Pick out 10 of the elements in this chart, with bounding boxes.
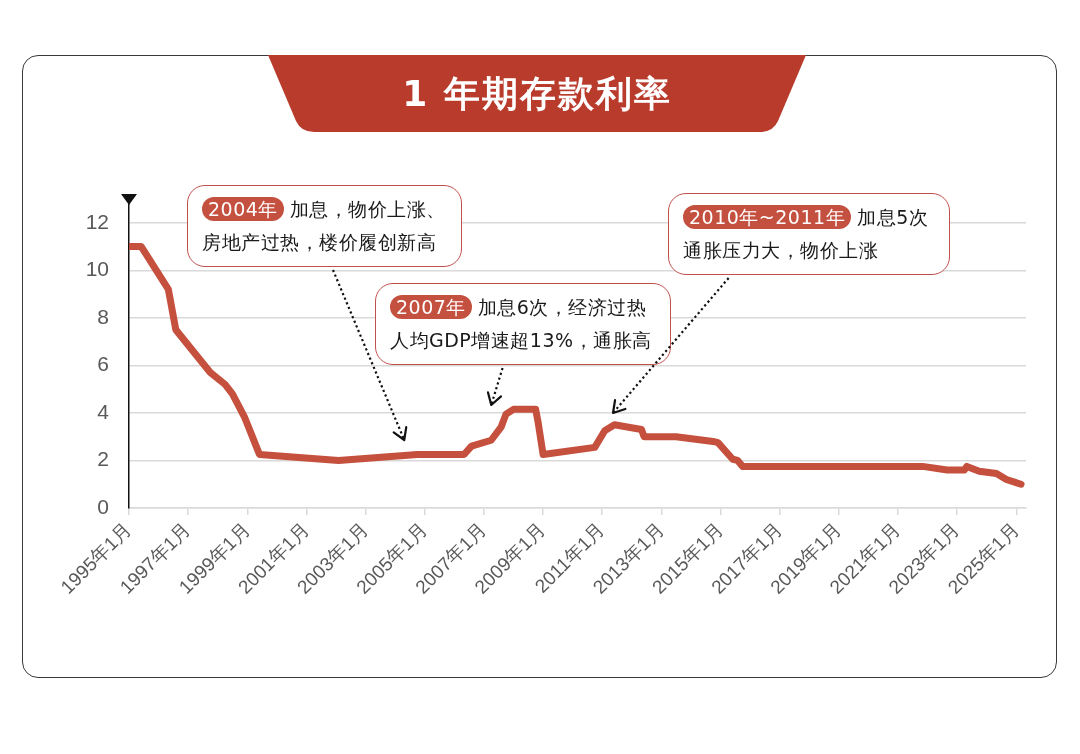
annotation: 2004年 加息，物价上涨、房地产过热，楼价履创新高: [202, 197, 447, 255]
y-tick-label: 6: [97, 352, 109, 376]
y-tick-label: 4: [97, 399, 110, 423]
y-tick-label: 12: [85, 209, 109, 233]
annotation: 2010年~2011年 加息5次通胀压力大，物价上涨: [683, 205, 930, 263]
y-tick-label: 10: [85, 257, 109, 281]
y-tick-label: 8: [97, 304, 109, 328]
annotation: 2007年 加息6次，经济过热人均GDP增速超13%，通胀高: [390, 295, 653, 353]
y-tick-label: 0: [97, 494, 109, 518]
y-tick-label: 2: [97, 447, 109, 471]
